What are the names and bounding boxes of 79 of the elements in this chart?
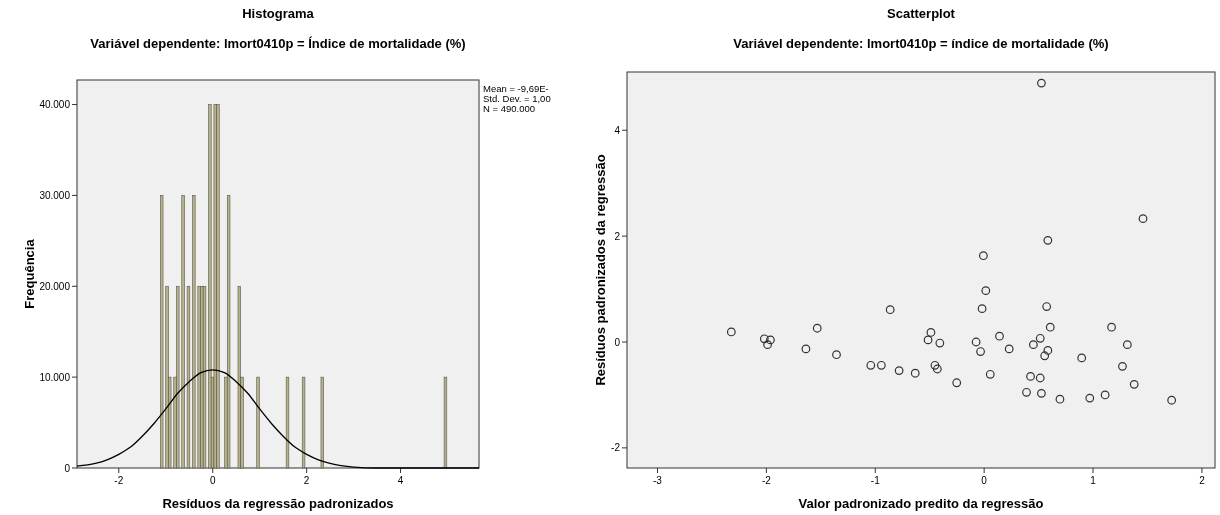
y-tick-label: 40.000 bbox=[39, 99, 71, 111]
x-tick-label: 4 bbox=[397, 475, 404, 486]
point bbox=[801, 344, 811, 354]
point bbox=[981, 286, 991, 296]
point bbox=[1035, 333, 1045, 343]
point bbox=[995, 331, 1004, 341]
point bbox=[726, 327, 736, 337]
text: Std. Dev. = 1,00 bbox=[483, 93, 551, 104]
point bbox=[1100, 390, 1110, 400]
x-tick-label: 2 bbox=[1199, 475, 1206, 486]
y-tick-label: 0 bbox=[64, 462, 71, 474]
point bbox=[763, 340, 772, 350]
y-tick-label: 2 bbox=[614, 230, 621, 242]
point bbox=[876, 360, 886, 370]
point bbox=[1040, 351, 1050, 361]
y-tick-label: -2 bbox=[611, 442, 621, 454]
point bbox=[910, 368, 920, 378]
point bbox=[1004, 344, 1014, 354]
y-axis-title: Frequência bbox=[22, 238, 37, 309]
point bbox=[930, 360, 940, 370]
point bbox=[1167, 395, 1177, 405]
point bbox=[1026, 372, 1035, 381]
point bbox=[935, 338, 945, 348]
x-tick-label: 2 bbox=[303, 475, 310, 486]
point bbox=[1107, 322, 1116, 332]
point bbox=[759, 334, 769, 344]
x-axis-title: Valor padronizado predito da regressão bbox=[798, 496, 1044, 511]
point bbox=[1118, 361, 1127, 371]
point bbox=[866, 360, 876, 370]
point bbox=[926, 328, 936, 337]
point bbox=[977, 304, 987, 314]
point bbox=[952, 378, 962, 388]
x-axis-title: Resíduos da regressão padronizados bbox=[162, 496, 394, 511]
y-tick-label: 20.000 bbox=[39, 280, 71, 292]
x-tick-label: -1 bbox=[870, 475, 881, 486]
x-tick-label: -3 bbox=[653, 475, 663, 486]
chart-subtitle: Variável dependente: lmort0410p = Índice de mortalidade (%) bbox=[90, 36, 466, 51]
point bbox=[1042, 302, 1052, 311]
point bbox=[1129, 379, 1139, 389]
x-tick-label: -2 bbox=[114, 475, 124, 486]
line-series bbox=[76, 369, 480, 469]
point bbox=[978, 251, 988, 261]
point bbox=[1043, 346, 1053, 355]
point bbox=[1037, 78, 1046, 88]
point bbox=[976, 347, 985, 356]
y-tick-label: 0 bbox=[614, 336, 621, 348]
point bbox=[1037, 388, 1046, 398]
point bbox=[1085, 393, 1095, 403]
y-tick-label: 4 bbox=[614, 124, 621, 136]
x-tick-label: 1 bbox=[1090, 475, 1097, 486]
x-tick-label: -2 bbox=[761, 475, 772, 486]
text: N = 490.000 bbox=[483, 103, 536, 114]
point bbox=[1022, 387, 1031, 397]
chart-title: Histograma bbox=[242, 6, 315, 21]
point bbox=[971, 337, 981, 347]
point bbox=[923, 335, 933, 345]
point bbox=[894, 366, 904, 375]
point bbox=[766, 335, 775, 345]
y-tick-label: 10.000 bbox=[39, 371, 71, 383]
point bbox=[1035, 373, 1045, 383]
text: Mean = -9,69E- bbox=[483, 83, 549, 94]
point bbox=[985, 369, 995, 379]
point bbox=[1122, 340, 1132, 350]
point bbox=[1077, 353, 1087, 363]
y-axis-title: Resíduos padronizados da regressão bbox=[593, 154, 608, 386]
point bbox=[1028, 340, 1038, 350]
point bbox=[832, 350, 841, 360]
x-tick-label: 0 bbox=[209, 475, 216, 486]
point bbox=[1055, 394, 1065, 404]
chart-subtitle: Variável dependente: lmort0410p = índice de mortalidade (%) bbox=[733, 36, 1109, 51]
point bbox=[1138, 214, 1148, 224]
point bbox=[1045, 322, 1055, 332]
point bbox=[885, 305, 895, 315]
y-tick-label: 30.000 bbox=[39, 189, 71, 201]
point bbox=[932, 364, 942, 374]
chart-title: Scatterplot bbox=[887, 6, 956, 21]
point bbox=[1043, 235, 1053, 245]
x-tick-label: 0 bbox=[981, 475, 988, 486]
point bbox=[812, 323, 822, 333]
